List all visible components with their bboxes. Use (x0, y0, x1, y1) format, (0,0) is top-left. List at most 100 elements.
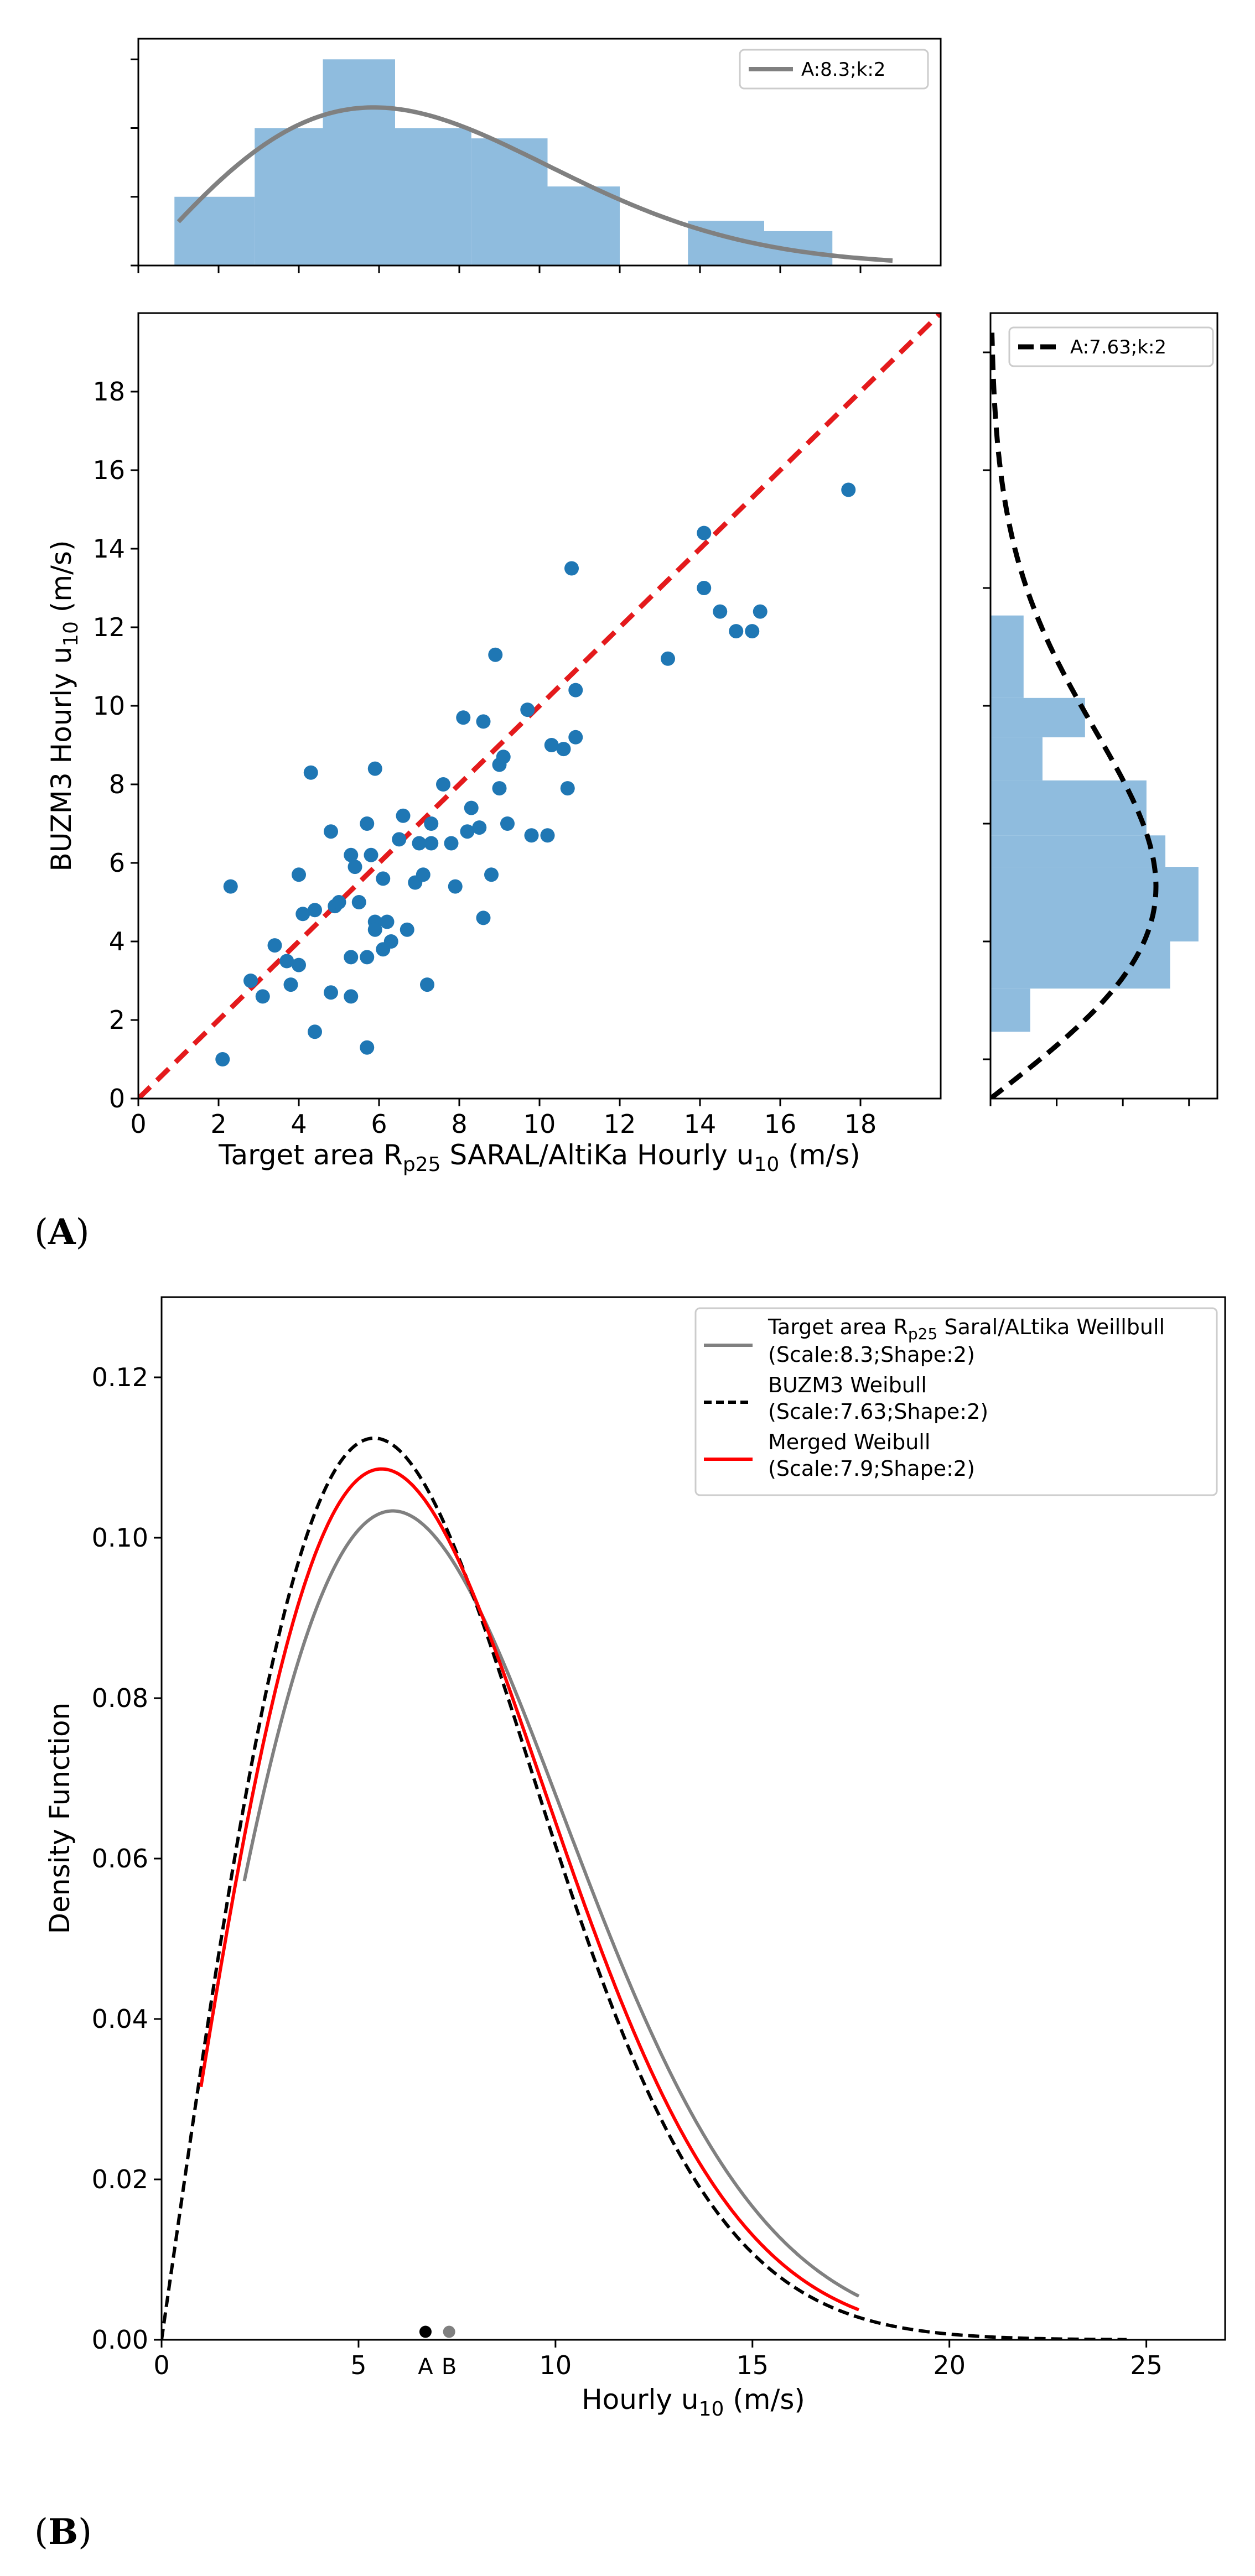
scatter-point-55 (496, 750, 511, 764)
scatter-point-73 (841, 482, 856, 497)
scatter-point-64 (568, 683, 583, 698)
scatter-point-34 (396, 808, 411, 823)
pdf-xtick-label-15: 15 (737, 2350, 769, 2380)
scatter-ytick-label-2: 2 (109, 1005, 125, 1035)
scatter-point-35 (400, 922, 414, 937)
scatter-xtick-label-10: 10 (523, 1109, 556, 1139)
top-hist-bar-3 (395, 128, 471, 266)
scatter-point-65 (568, 730, 583, 745)
scatter-point-13 (324, 985, 338, 1000)
legend-saral-line2: (Scale:8.3;Shape:2) (768, 1342, 975, 1367)
scatter-xtick-label-6: 6 (371, 1109, 387, 1139)
scatter-point-16 (331, 895, 346, 909)
pdf-xtick-label-25: 25 (1130, 2350, 1163, 2380)
scatter-point-32 (383, 934, 398, 949)
scatter-point-14 (324, 824, 338, 839)
scatter-point-20 (348, 860, 362, 875)
marker-b (443, 2325, 455, 2338)
scatter-point-61 (556, 742, 571, 757)
scatter-ytick-label-4: 4 (109, 927, 125, 956)
scatter-xtick-label-0: 0 (130, 1109, 146, 1139)
scatter-point-19 (344, 847, 359, 862)
scatter-point-1 (223, 879, 238, 894)
scatter-point-4 (267, 938, 282, 953)
scatter-point-40 (424, 816, 439, 831)
top-hist-bar-1 (255, 128, 323, 266)
pdf-xtick-label-20: 20 (933, 2350, 966, 2380)
scatter-point-11 (308, 903, 322, 918)
right-hist-legend-label: A:7.63;k:2 (1070, 336, 1166, 358)
scatter-point-59 (540, 828, 555, 843)
scatter-y-axis-label: BUZM3 Hourly u10 (m/s) (45, 540, 82, 872)
scatter-point-58 (524, 828, 539, 843)
pdf-x-axis-label: Hourly u10 (m/s) (582, 2384, 805, 2421)
pdf-legend: Target area Rp25 Saral/ALtika Weillbull … (694, 1307, 1218, 1496)
top-hist-bar-2 (323, 59, 395, 266)
scatter-point-69 (713, 604, 728, 619)
top-histogram: A:8.3;k:2 (131, 38, 942, 273)
identity-line (138, 313, 941, 1099)
scatter-point-10 (303, 765, 318, 780)
pdf-ytick-label-0.00: 0.00 (92, 2325, 148, 2355)
scatter-xtick-label-2: 2 (210, 1109, 226, 1139)
scatter-point-62 (560, 781, 575, 796)
scatter-point-48 (472, 820, 487, 835)
scatter-ytick-label-12: 12 (92, 612, 125, 642)
scatter-point-66 (661, 651, 675, 666)
scatter-point-39 (420, 977, 434, 992)
scatter-ytick-label-18: 18 (92, 377, 125, 407)
pdf-ytick-label-0.04: 0.04 (92, 2004, 148, 2034)
legend-merged-line1: Merged Weibull (768, 1430, 930, 1454)
scatter-point-72 (753, 604, 767, 619)
pdf-plot: A B 0 5 10 15 20 25 0.00 0.02 0.04 0.06 0.08 0.10 0… (44, 1296, 1226, 2421)
scatter-point-53 (492, 781, 507, 796)
scatter-xtick-label-18: 18 (844, 1109, 877, 1139)
scatter-point-25 (364, 847, 378, 862)
scatter-point-23 (360, 950, 375, 965)
scatter-point-17 (344, 950, 359, 965)
series-merged-weibull (199, 1467, 860, 2312)
scatter-xtick-label-12: 12 (604, 1109, 636, 1139)
scatter-point-2 (243, 974, 258, 988)
scatter-ytick-label-8: 8 (109, 769, 125, 799)
scatter-point-5 (279, 954, 294, 969)
right-hist-bar-4 (990, 780, 1147, 836)
pdf-ytick-label-0.10: 0.10 (92, 1523, 148, 1553)
scatter-point-28 (367, 922, 382, 937)
right-hist-bar-3 (990, 835, 1166, 867)
pdf-frame (160, 1296, 1226, 2341)
scatter-point-18 (344, 989, 359, 1004)
scatter-point-52 (488, 647, 503, 662)
scatter-point-9 (295, 907, 310, 922)
top-hist-bar-5 (547, 186, 620, 266)
top-hist-bar-0 (174, 196, 255, 266)
scatter-ytick-label-0: 0 (109, 1084, 125, 1113)
right-hist-bar-0 (990, 988, 1030, 1032)
scatter-point-26 (367, 761, 382, 776)
legend-saral-line1: Target area Rp25 Saral/ALtika Weillbull (767, 1315, 1165, 1343)
scatter-xtick-label-4: 4 (291, 1109, 307, 1139)
scatter-point-31 (380, 914, 395, 929)
scatter-point-42 (436, 777, 450, 792)
scatter-point-70 (729, 624, 744, 639)
right-hist-legend: A:7.63;k:2 (1008, 326, 1214, 367)
scatter-point-60 (544, 738, 559, 752)
right-hist-bar-7 (990, 615, 1024, 698)
pdf-xtick-label-10: 10 (540, 2350, 572, 2380)
scatter-point-71 (745, 624, 760, 639)
marker-a (419, 2325, 432, 2338)
top-hist-legend-label: A:8.3;k:2 (801, 59, 885, 81)
scatter-ytick-label-10: 10 (92, 691, 125, 721)
right-weibull-curve (990, 332, 1159, 1099)
right-hist-bar-5 (990, 737, 1043, 780)
scatter-point-67 (697, 525, 712, 540)
scatter-point-22 (360, 1040, 375, 1055)
scatter-point-68 (697, 581, 712, 595)
scatter-ytick-label-16: 16 (92, 455, 125, 485)
scatter-point-24 (360, 816, 375, 831)
scatter-point-29 (376, 871, 391, 886)
marker-a-label: A (418, 2354, 433, 2380)
scatter-point-7 (292, 867, 306, 882)
pdf-xtick-label-5: 5 (350, 2350, 366, 2380)
scatter-point-3 (255, 989, 270, 1004)
